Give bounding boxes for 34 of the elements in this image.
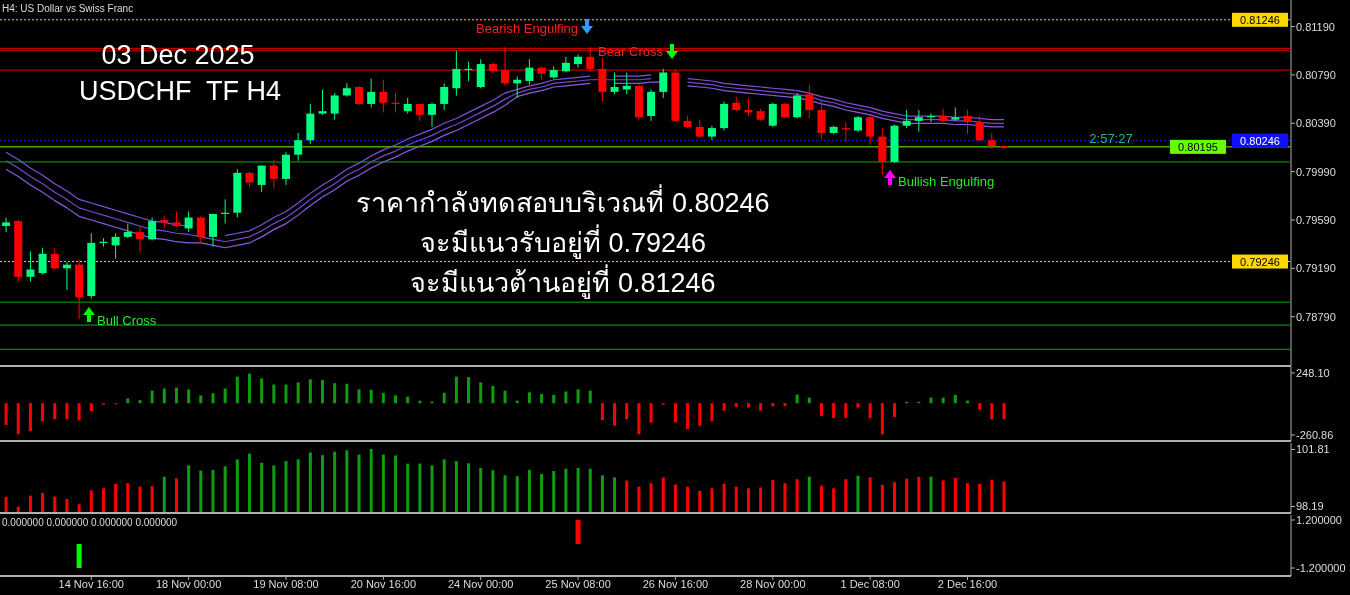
y-tick: 0.80390	[1296, 117, 1336, 130]
ref-label-text: 0.80195	[1178, 140, 1218, 153]
x-tick: 24 Nov 00:00	[448, 578, 514, 590]
ref-label-text: 0.81246	[1240, 13, 1280, 26]
x-tick: 14 Nov 16:00	[58, 578, 124, 590]
annotation: Bearish Engulfing	[476, 21, 578, 36]
ref-label-text: 0.79246	[1240, 255, 1280, 268]
y-tick: 0.79990	[1296, 165, 1336, 178]
annotation: 2:57:27	[1089, 131, 1133, 146]
annotation: Bull Cross	[97, 313, 157, 328]
y-tick: 101.81	[1296, 443, 1330, 456]
ref-label-text: 0.80246	[1240, 134, 1280, 147]
y-tick: 0.79190	[1296, 262, 1336, 275]
x-tick: 2 Dec 16:00	[937, 578, 998, 590]
y-tick: 0.80790	[1296, 68, 1336, 81]
x-tick: 18 Nov 00:00	[155, 578, 222, 590]
y-tick: -1.200000	[1296, 562, 1346, 574]
x-tick: 26 Nov 16:00	[642, 578, 709, 590]
x-tick: 25 Nov 08:00	[545, 578, 611, 590]
y-tick: 0.79590	[1296, 213, 1336, 226]
y-tick: 98.19	[1296, 500, 1324, 513]
annotation: H4: US Dollar vs Swiss Franc	[2, 3, 134, 14]
x-tick: 28 Nov 00:00	[740, 578, 806, 590]
y-tick: -260.86	[1296, 429, 1334, 441]
x-tick: 19 Nov 08:00	[253, 578, 319, 590]
subtitle: USDCHF TF H4	[79, 76, 281, 106]
y-tick: 1.200000	[1296, 514, 1342, 526]
annotation: Bullish Engulfing	[898, 174, 995, 189]
x-tick: 20 Nov 16:00	[350, 578, 417, 590]
y-tick: 248.10	[1296, 366, 1330, 379]
annotation: 0.000000 0.000000 0.000000 0.000000	[2, 517, 178, 528]
y-tick: 0.81190	[1296, 20, 1335, 33]
x-tick: 1 Dec 08:00	[840, 578, 900, 590]
y-tick: 0.78790	[1296, 310, 1336, 323]
